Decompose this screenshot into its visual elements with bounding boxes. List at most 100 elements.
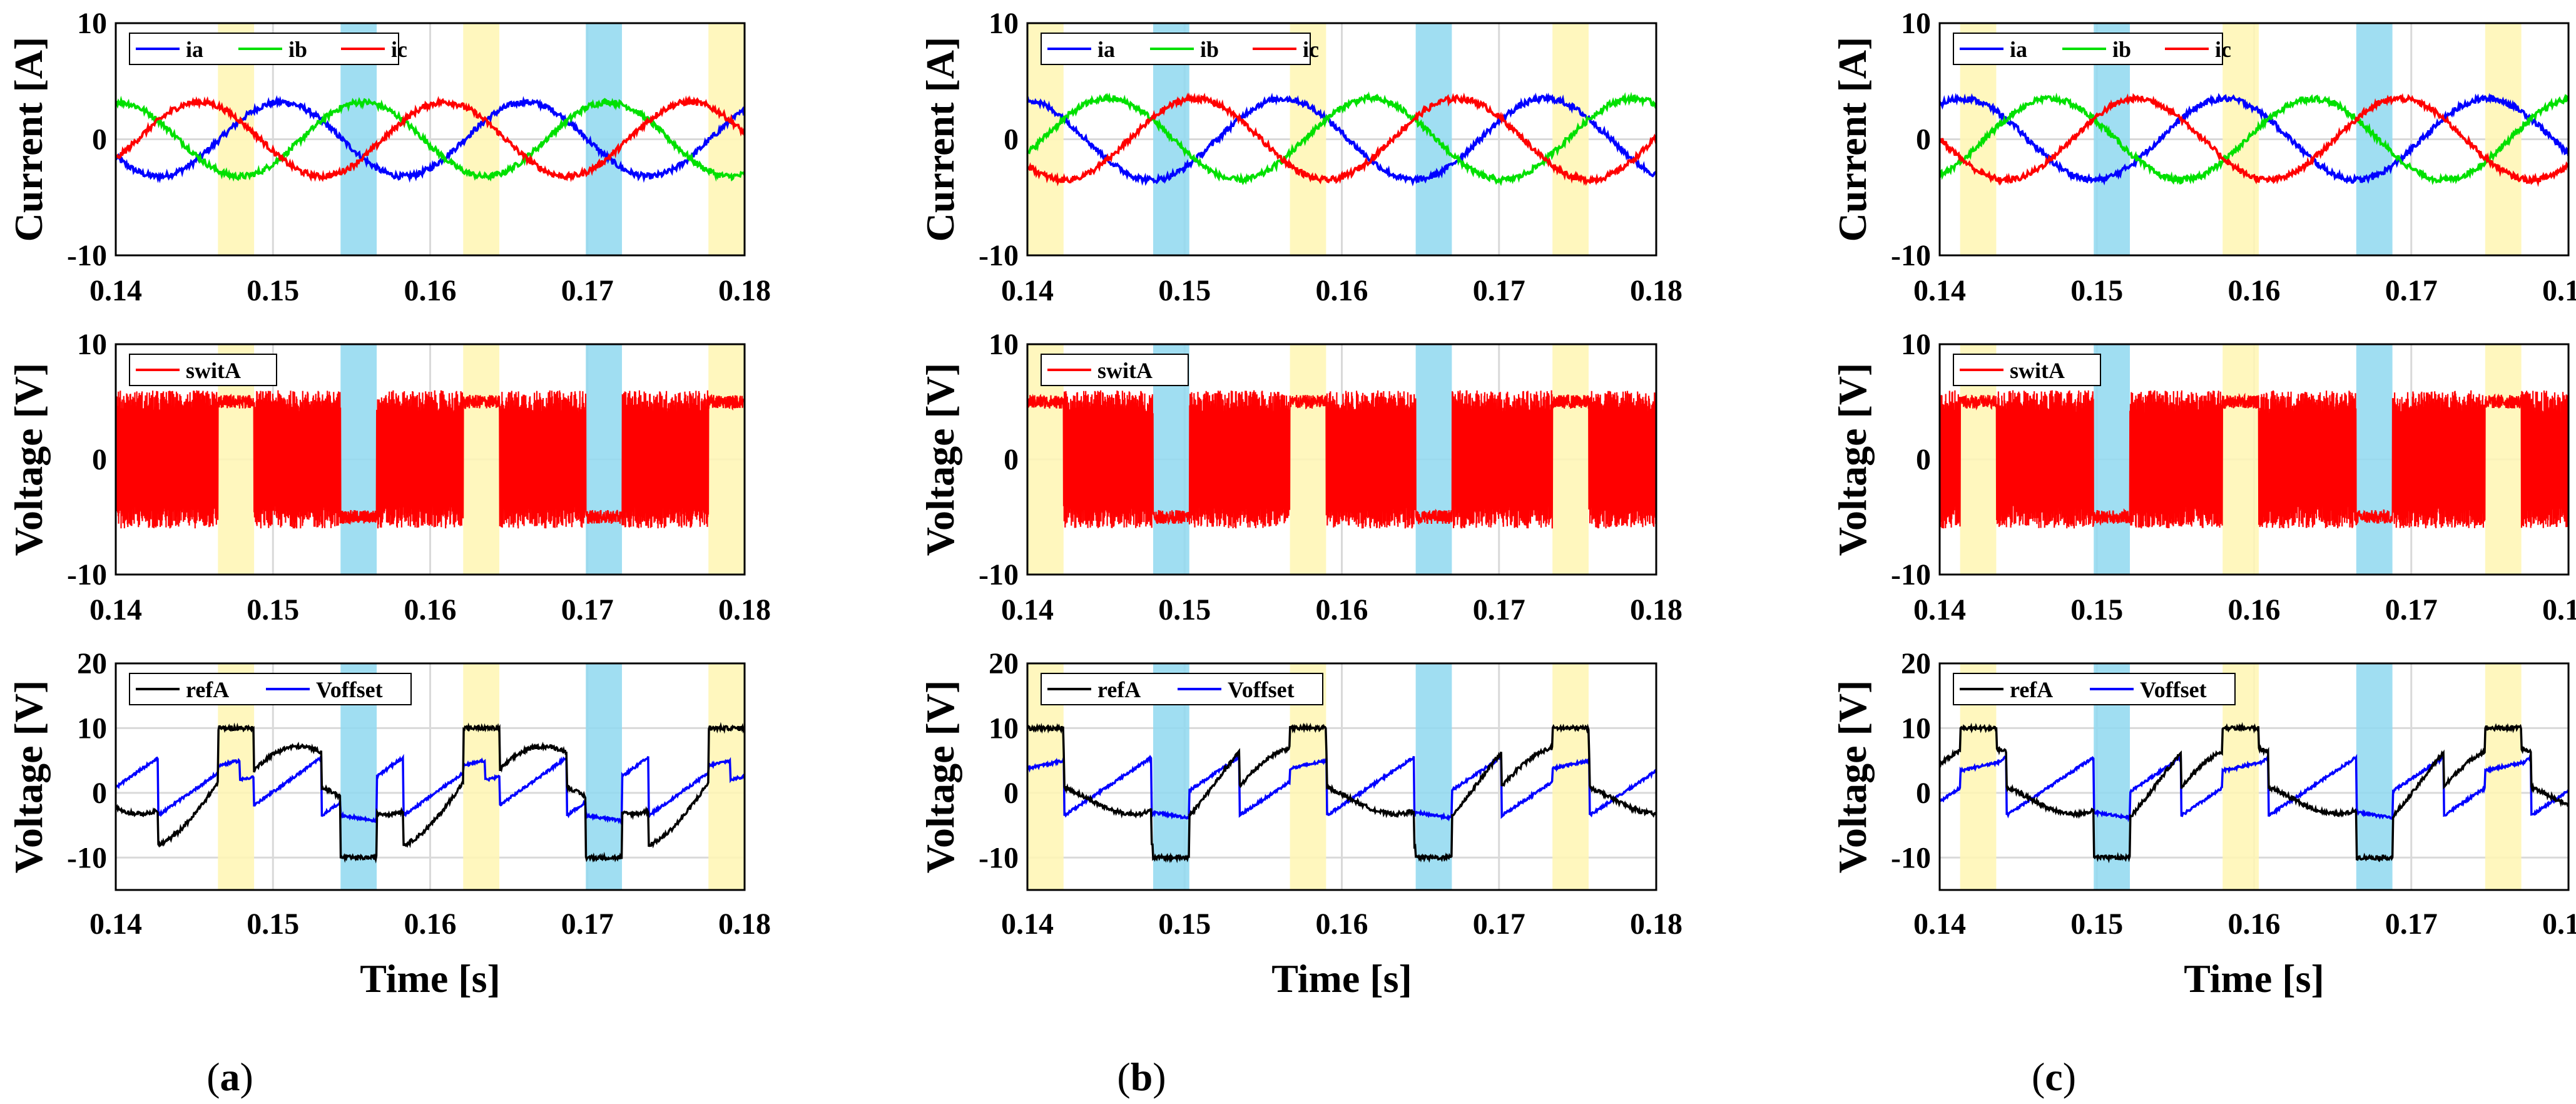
- x-tick-label: 0.14: [1913, 274, 1966, 307]
- series-refA-line: [116, 722, 745, 864]
- traces: [1027, 722, 1656, 864]
- x-tick-label: 0.18: [2542, 593, 2576, 626]
- plot-b-ref: -10 0 10 20 0.14 0.15 0.16 0.17 0.18 Voltage [V] r…: [918, 647, 1683, 941]
- x-tick-label: 0.14: [89, 593, 142, 626]
- legend-label-ia: ia: [2010, 37, 2027, 62]
- y-axis-label: Voltage [V]: [6, 363, 51, 556]
- x-tick-label: 0.16: [2228, 593, 2281, 626]
- highlight-band-blue: [340, 344, 377, 575]
- plot-frame: [115, 22, 746, 257]
- plot-c-switch: -10 0 10 0.14 0.15 0.16 0.17 0.18 Voltage [V] swi…: [1830, 328, 2576, 626]
- y-tick-label: 0: [1916, 443, 1931, 476]
- y-axis-label: Voltage [V]: [1830, 363, 1875, 556]
- x-tick-label: 0.15: [2070, 593, 2123, 626]
- highlight-band-yellow: [463, 23, 500, 255]
- series-switA-line: [1027, 390, 1656, 529]
- plot-c-ref: -10 0 10 20 0.14 0.15 0.16 0.17 0.18 Voltage [V] r…: [1830, 647, 2576, 941]
- y-tick-label: -10: [979, 558, 1019, 591]
- x-tick-label: 0.14: [89, 274, 142, 307]
- traces: [1027, 390, 1656, 529]
- plot-frame: [1026, 22, 1657, 257]
- legend-label-refA: refA: [186, 677, 229, 702]
- legend-label-refA: refA: [2010, 677, 2053, 702]
- y-tick-label: 10: [77, 328, 107, 361]
- legend-label-switA: switA: [1097, 358, 1153, 383]
- series-Voffset-line: [1940, 754, 2568, 823]
- series-ia-line: [1027, 92, 1656, 187]
- series-ib-line: [1027, 91, 1656, 187]
- series-ib-line: [1940, 92, 2568, 185]
- x-tick-label: 0.17: [561, 907, 614, 941]
- legend-label-ib: ib: [1200, 37, 1219, 62]
- y-axis-label: Current [A]: [1830, 37, 1875, 242]
- x-tick-label: 0.18: [2542, 907, 2576, 941]
- y-tick-label: 10: [989, 712, 1019, 745]
- panel-caption-c: (c): [2032, 1055, 2076, 1099]
- highlight-band-yellow: [1552, 23, 1589, 255]
- x-tick-label: 0.16: [2228, 907, 2281, 941]
- x-tick-label: 0.15: [2070, 274, 2123, 307]
- plot-frame: [1026, 343, 1657, 576]
- x-tick-label: 0.17: [2385, 274, 2438, 307]
- x-tick-label: 0.16: [1316, 907, 1368, 941]
- y-tick-label: 10: [77, 7, 107, 40]
- x-tick-label: 0.15: [2070, 907, 2123, 941]
- y-tick-label: 10: [1901, 328, 1931, 361]
- highlight-band-yellow: [463, 663, 500, 890]
- x-tick-label: 0.16: [1316, 593, 1368, 626]
- highlight-band-yellow: [2485, 23, 2522, 255]
- highlight-band-yellow: [2485, 663, 2522, 890]
- x-tick-label: 0.14: [1913, 907, 1966, 941]
- x-tick-label: 0.16: [404, 274, 457, 307]
- plot-frame: [1026, 662, 1657, 891]
- series-ic-line: [1940, 93, 2568, 187]
- x-tick-label: 0.18: [718, 274, 771, 307]
- x-axis-label: Time [s]: [1271, 956, 1412, 1001]
- legend-label-ic: ic: [391, 37, 407, 62]
- y-axis-label: Voltage [V]: [1830, 680, 1875, 874]
- y-tick-label: -10: [1891, 558, 1931, 591]
- y-tick-label: 20: [77, 647, 107, 680]
- y-tick-label: 0: [1004, 777, 1019, 810]
- plot-a-current: -10 0 10 0.14 0.15 0.16 0.17 0.18 Current [A] ia i…: [6, 7, 771, 307]
- highlight-band-blue: [586, 663, 623, 890]
- highlight-band-yellow: [2222, 344, 2259, 575]
- x-tick-label: 0.14: [1001, 593, 1054, 626]
- traces: [116, 390, 745, 529]
- traces: [1027, 91, 1656, 187]
- highlight-band-yellow: [1290, 344, 1326, 575]
- y-axis-label: Voltage [V]: [918, 680, 962, 874]
- y-tick-label: 20: [1901, 647, 1931, 680]
- highlight-band-yellow: [2485, 344, 2522, 575]
- plot-a-switch: -10 0 10 0.14 0.15 0.16 0.17 0.18 Voltage [V] swi…: [6, 328, 771, 626]
- x-tick-label: 0.15: [247, 593, 299, 626]
- y-tick-label: 10: [1901, 7, 1931, 40]
- plot-frame: [1938, 343, 2570, 576]
- x-tick-label: 0.15: [1158, 274, 1211, 307]
- series-ia-line: [116, 95, 745, 183]
- legend-label-switA: switA: [2010, 358, 2065, 383]
- y-tick-label: -10: [67, 558, 107, 591]
- y-tick-label: 10: [77, 712, 107, 745]
- legend-label-refA: refA: [1097, 677, 1141, 702]
- legend-label-ib: ib: [288, 37, 307, 62]
- highlight-band-blue: [586, 344, 623, 575]
- y-tick-label: 0: [1004, 123, 1019, 156]
- x-tick-label: 0.16: [404, 593, 457, 626]
- x-tick-label: 0.15: [247, 907, 299, 941]
- y-tick-label: -10: [979, 841, 1019, 874]
- traces: [1940, 92, 2568, 187]
- legend-label-switA: switA: [186, 358, 241, 383]
- y-tick-label: 10: [989, 7, 1019, 40]
- x-tick-label: 0.18: [1630, 274, 1683, 307]
- highlight-band-yellow: [1552, 663, 1589, 890]
- y-axis-label: Voltage [V]: [918, 363, 962, 556]
- highlight-band-blue: [586, 23, 623, 255]
- y-tick-label: -10: [979, 239, 1019, 272]
- plot-frame: [1938, 662, 2570, 891]
- x-tick-label: 0.17: [1473, 593, 1525, 626]
- panel-caption-b: (b): [1117, 1055, 1166, 1099]
- series-Voffset-line: [1027, 754, 1656, 822]
- legend-label-ia: ia: [186, 37, 203, 62]
- x-tick-label: 0.18: [1630, 907, 1683, 941]
